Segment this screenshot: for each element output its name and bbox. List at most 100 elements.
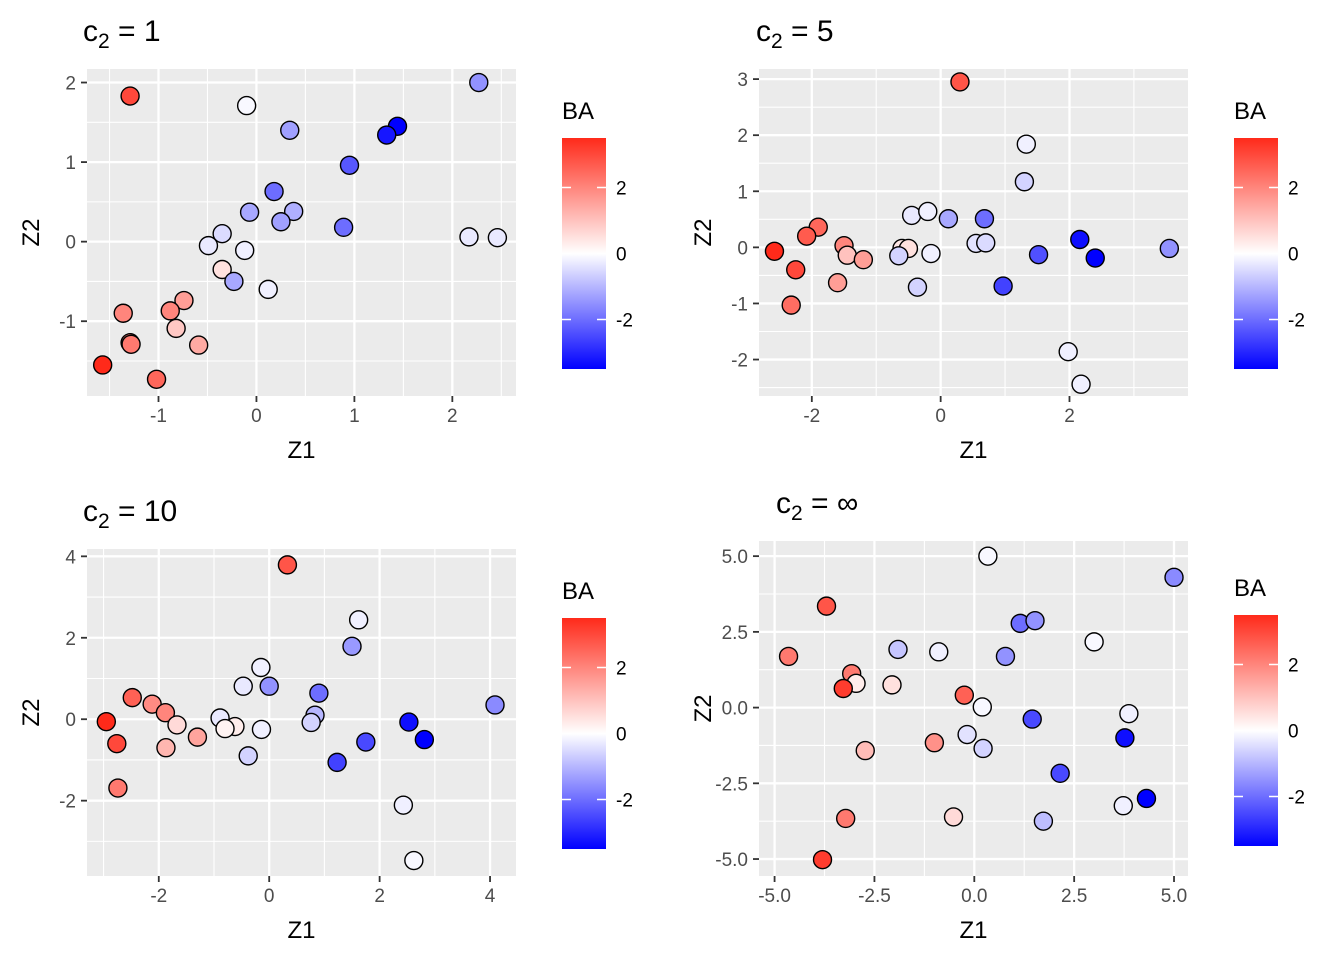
chart-panel-4: c2 = ∞-5.0 -2.5 0.0 2.5 5.0-5.0-2.50.02.55.0…	[690, 487, 1305, 944]
y-tick-label: -2.5	[715, 774, 748, 795]
y-tick-label: -1	[59, 312, 76, 333]
data-point	[1071, 374, 1091, 394]
x-tick-label: 1	[349, 406, 360, 427]
legend-title: BA	[1234, 575, 1266, 602]
data-point	[121, 334, 141, 354]
panel-title: c2 = 5	[756, 15, 834, 53]
x-tick-label: 2	[1064, 406, 1075, 427]
y-tick-label: 2	[65, 629, 76, 650]
y-tick-label: 0	[737, 238, 748, 259]
legend-tick-label: -2	[1288, 311, 1305, 332]
y-tick-label: 5.0	[722, 547, 748, 568]
x-tick-label: -2.5	[858, 886, 891, 907]
data-point	[212, 223, 232, 244]
x-tick-label: 0.0	[961, 886, 987, 907]
data-point	[377, 125, 397, 145]
data-point	[271, 212, 291, 232]
legend-tick-label: -2	[1288, 788, 1305, 809]
data-point	[1014, 172, 1035, 192]
data-point	[251, 719, 272, 740]
x-tick-label: 5.0	[1161, 886, 1187, 907]
data-point	[187, 727, 208, 747]
data-point	[238, 746, 258, 766]
legend-tick-label: 0	[1288, 245, 1299, 266]
y-tick-label: 1	[737, 182, 748, 203]
data-point	[459, 227, 479, 247]
x-axis-label: Z1	[959, 437, 987, 464]
x-axis-label: Z1	[287, 917, 315, 944]
data-point	[781, 295, 801, 315]
legend-tick-label: 0	[616, 725, 627, 746]
x-tick-label: 2	[374, 886, 385, 907]
y-tick-label: -2	[731, 351, 748, 372]
y-tick-label: 4	[65, 547, 76, 568]
data-point	[239, 202, 260, 222]
data-point	[236, 95, 257, 116]
data-point	[404, 850, 424, 871]
data-point	[973, 738, 993, 759]
data-point	[198, 235, 219, 256]
x-tick-label: -2	[150, 886, 167, 907]
data-point	[259, 676, 279, 696]
y-tick-label: 0.0	[722, 699, 748, 720]
data-point	[96, 711, 117, 732]
data-point	[889, 246, 909, 266]
data-point	[778, 646, 799, 667]
data-point	[835, 808, 856, 829]
data-point	[764, 241, 785, 261]
data-point	[1136, 788, 1157, 809]
legend-tick-label: 0	[1288, 722, 1299, 743]
data-point	[921, 243, 941, 264]
panel-title: c2 = 1	[83, 15, 161, 53]
x-axis-label: Z1	[959, 917, 987, 944]
data-point	[224, 271, 244, 292]
data-point	[301, 712, 321, 733]
panel-title: c2 = ∞	[776, 487, 858, 525]
y-tick-label: 2	[737, 126, 748, 147]
data-point	[155, 703, 176, 723]
legend-title: BA	[1234, 98, 1266, 125]
data-point	[1159, 238, 1180, 259]
data-point	[469, 72, 489, 93]
y-axis-label: Z2	[690, 218, 717, 246]
legend-tick-label: -2	[616, 311, 633, 332]
data-point	[356, 732, 376, 752]
data-point	[309, 683, 329, 703]
data-point	[167, 715, 187, 735]
data-point	[166, 318, 186, 339]
data-point	[901, 205, 922, 226]
y-tick-label: -2	[59, 792, 76, 813]
data-point	[1085, 248, 1105, 268]
x-tick-label: 2	[447, 406, 458, 427]
data-point	[816, 596, 837, 616]
data-point	[233, 676, 253, 696]
data-point	[853, 250, 874, 270]
x-tick-label: 0	[251, 406, 262, 427]
data-point	[993, 276, 1013, 296]
data-point	[120, 86, 140, 106]
data-point	[277, 555, 298, 575]
title-subscript: 2	[791, 502, 803, 525]
title-main: c	[776, 487, 791, 520]
data-point	[414, 729, 435, 750]
data-point	[929, 642, 949, 662]
y-axis-label: Z2	[690, 694, 717, 722]
data-point	[1119, 703, 1139, 724]
title-rest: = 10	[110, 495, 178, 528]
data-point	[92, 355, 113, 375]
legend-title: BA	[562, 98, 594, 125]
legend-title: BA	[562, 578, 594, 605]
data-point	[215, 718, 235, 739]
data-point	[339, 155, 360, 175]
y-tick-label: 2.5	[722, 623, 748, 644]
legend-tick-label: 2	[1288, 179, 1299, 200]
data-point	[348, 610, 369, 630]
data-point	[160, 301, 180, 321]
data-point	[327, 752, 347, 773]
data-point	[855, 740, 875, 761]
data-point	[264, 181, 284, 202]
x-tick-label: 2.5	[1061, 886, 1087, 907]
data-point	[978, 546, 998, 566]
